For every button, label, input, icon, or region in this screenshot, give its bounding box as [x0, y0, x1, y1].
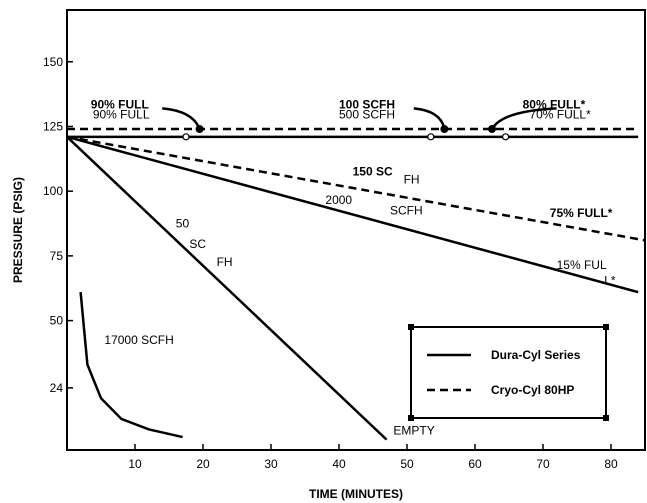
- x-tick-label: 80: [604, 457, 618, 471]
- callout-curve-2: [413, 107, 446, 130]
- legend: Dura-Cyl Series Cryo-Cyl 80HP: [408, 324, 609, 421]
- callout-dot-3: [488, 125, 496, 134]
- legend-corner: [408, 324, 414, 330]
- y-tick-label: 50: [50, 314, 64, 328]
- y-tick-label: 24: [50, 381, 64, 395]
- plot-frame: [66, 9, 646, 451]
- marker-circle-3: [502, 133, 510, 141]
- annotation-label: SCFH: [390, 203, 423, 217]
- callout-dot-2: [440, 125, 449, 134]
- annotation-label: SC: [189, 237, 206, 251]
- series-line-3: [66, 135, 639, 294]
- annotation-label: 90% FULL: [93, 108, 150, 122]
- annotation-label: 150 SC: [353, 165, 393, 179]
- series-line-4: [66, 135, 646, 242]
- x-tick-label: 40: [332, 457, 346, 471]
- annotation-label: 50: [176, 216, 190, 230]
- x-tick-label: 60: [468, 457, 482, 471]
- annotation-label: 100 SCFH: [339, 97, 395, 111]
- legend-corner: [603, 415, 609, 421]
- annotation-label: L*: [604, 273, 616, 287]
- annotation-label: FH: [217, 255, 233, 269]
- x-axis-title: TIME (MINUTES): [309, 487, 403, 501]
- legend-corner: [603, 324, 609, 330]
- legend-label: Dura-Cyl Series: [491, 348, 581, 362]
- annotation-label: FH: [404, 172, 420, 186]
- legend-box: [410, 326, 607, 419]
- callout-curve-1: [162, 107, 201, 130]
- annotation-label: 80% FULL*: [523, 97, 586, 111]
- annotation-label: 500 SCFH: [339, 108, 395, 122]
- series-line-5: [66, 135, 388, 441]
- x-tick-label: 50: [400, 457, 414, 471]
- annotation-label: 2000: [325, 193, 352, 207]
- y-axis-title: PRESSURE (PSIG): [11, 177, 25, 283]
- annotation-label: 17000 SCFH: [104, 333, 173, 347]
- x-tick-label: 10: [128, 457, 142, 471]
- annotation-label: EMPTY: [393, 423, 434, 437]
- y-tick-label: 75: [50, 249, 64, 263]
- y-tick-label: 150: [43, 55, 63, 69]
- axis-ticks: 10 20 30 40 50 60 70 80 150 125 100 75 50 24: [43, 55, 618, 471]
- annotation-label: 75% FULL*: [550, 206, 613, 220]
- callout-dot-1: [195, 125, 204, 134]
- legend-corner: [408, 415, 414, 421]
- y-tick-label: 125: [43, 119, 63, 133]
- series-line-6: [79, 292, 183, 439]
- y-tick-label: 100: [43, 184, 63, 198]
- annotation-label: 15% FUL: [557, 258, 607, 272]
- x-tick-label: 70: [536, 457, 550, 471]
- annotation-label: 90% FULL: [91, 97, 149, 111]
- x-tick-label: 30: [264, 457, 278, 471]
- marker-circle-1: [182, 133, 190, 141]
- marker-circle-2: [427, 133, 435, 141]
- series-lines: [66, 127, 646, 441]
- callouts: [162, 107, 557, 141]
- legend-label: Cryo-Cyl 80HP: [491, 383, 574, 397]
- annotation-label: 70% FULL*: [529, 108, 591, 122]
- x-tick-label: 20: [196, 457, 210, 471]
